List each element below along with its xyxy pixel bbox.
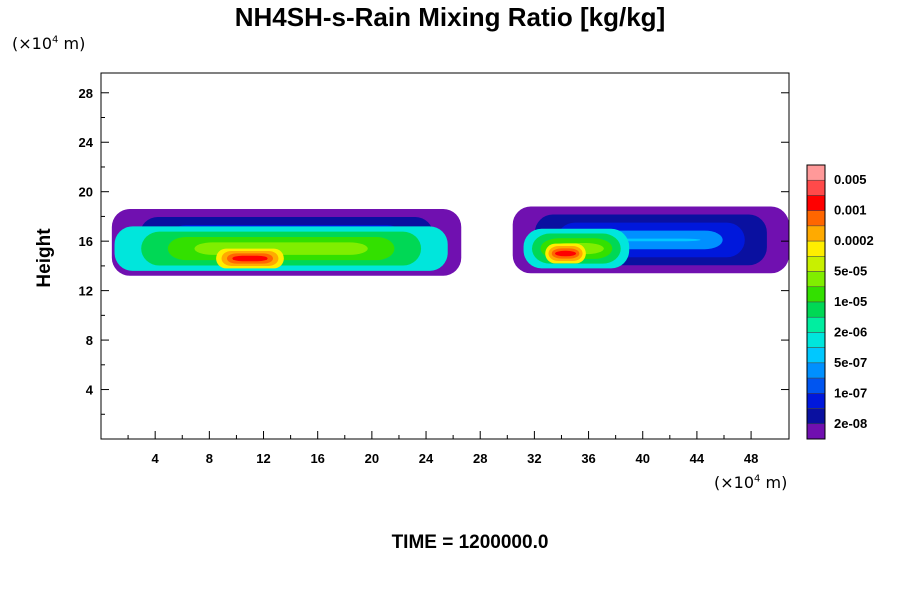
colorbar-swatch (806, 347, 826, 364)
colorbar-swatch (806, 240, 826, 257)
y-tick-label: 24 (79, 135, 94, 150)
colorbar-swatch (806, 393, 826, 409)
plot-frame (100, 72, 790, 440)
colorbar-swatch (806, 332, 826, 348)
colorbar-swatch (806, 179, 826, 196)
colorbar-swatch (806, 362, 826, 379)
x-tick-label: 24 (419, 451, 434, 466)
x-tick-label: 4 (152, 451, 160, 466)
colorbar-swatch (806, 256, 826, 272)
x-axis-unit: (×104 m) (714, 473, 788, 492)
colorbar-swatch (806, 164, 826, 181)
x-tick-label: 16 (310, 451, 324, 466)
colorbar-label: 2e-06 (834, 324, 867, 339)
colorbar-swatch (806, 408, 826, 425)
x-axis-ticks: 4 8 12 16 20 24 28 32 36 40 44 48 (127, 431, 758, 466)
y-tick-label: 16 (79, 234, 93, 249)
colorbar-swatch (806, 271, 826, 288)
x-tick-label: 48 (744, 451, 758, 466)
colorbar-swatch (806, 423, 826, 440)
y-axis-ticks: 4 8 12 16 20 24 28 (79, 86, 789, 415)
colorbar-label: 2e-08 (834, 416, 867, 431)
mixing-ratio-field (111, 206, 789, 276)
x-tick-label: 36 (581, 451, 595, 466)
colorbar-frame (806, 164, 826, 440)
x-tick-label: 32 (527, 451, 541, 466)
colorbar-swatch (806, 286, 826, 303)
colorbar-swatch (806, 225, 826, 242)
y-tick-label: 12 (79, 284, 93, 299)
colorbar-swatch (806, 301, 826, 318)
colorbar-label: 5e-07 (834, 355, 867, 370)
colorbar-label: 1e-05 (834, 294, 867, 309)
x-tick-label: 8 (206, 451, 213, 466)
y-tick-label: 8 (86, 333, 93, 348)
x-tick-label: 44 (690, 451, 705, 466)
colorbar-label: 0.001 (834, 203, 867, 218)
chart-title: NH4SH-s-Rain Mixing Ratio [kg/kg] (234, 2, 666, 32)
y-axis-label: Height (34, 228, 55, 288)
colorbar-label: 0.005 (834, 172, 867, 187)
y-tick-label: 28 (79, 86, 93, 101)
x-tick-label: 12 (256, 451, 270, 466)
field-contour (554, 250, 577, 257)
x-tick-label: 40 (635, 451, 649, 466)
colorbar-swatch (806, 377, 826, 394)
y-axis-unit: (×104 m) (12, 34, 86, 53)
colorbar-label: 0.0002 (834, 233, 874, 248)
field-contour (232, 255, 268, 262)
y-tick-label: 4 (86, 383, 94, 398)
colorbar-swatch (806, 210, 826, 227)
y-tick-label: 20 (79, 185, 93, 200)
time-label: TIME = 1200000.0 (391, 532, 549, 553)
colorbar-label: 5e-05 (834, 264, 867, 279)
colorbar-swatch (806, 195, 826, 211)
colorbar-swatch (806, 316, 826, 333)
x-tick-label: 28 (473, 451, 487, 466)
x-tick-label: 20 (365, 451, 379, 466)
colorbar: 0.005 0.001 0.0002 5e-05 1e-05 2e-06 5e-07 1e-0… (806, 164, 874, 440)
colorbar-label: 1e-07 (834, 385, 867, 400)
